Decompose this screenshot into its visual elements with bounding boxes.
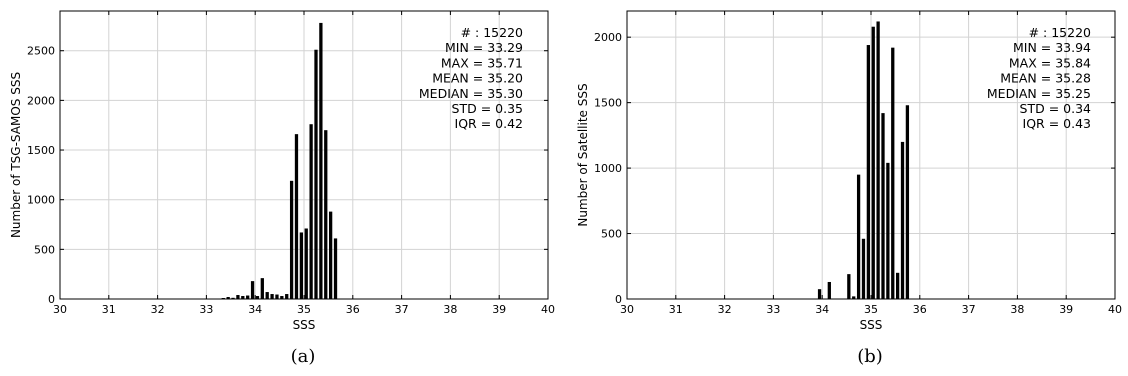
histogram-bar (285, 294, 289, 299)
x-tick-label: 34 (248, 303, 262, 316)
x-tick-label: 31 (102, 303, 116, 316)
x-tick-label: 36 (913, 303, 927, 316)
histogram-bar (275, 294, 279, 299)
histogram-bar (289, 180, 294, 299)
histogram-bar (876, 21, 880, 300)
histogram-bar (319, 22, 323, 300)
x-tick-label: 40 (1108, 303, 1122, 316)
x-tick-label: 31 (669, 303, 683, 316)
y-tick-label: 1500 (594, 97, 622, 110)
histogram-bar (861, 238, 866, 299)
histogram-bar (250, 281, 255, 299)
y-tick-label: 1000 (594, 162, 622, 175)
x-tick-label: 36 (346, 303, 360, 316)
y-tick-label: 2000 (27, 94, 55, 107)
histogram-bar (866, 45, 870, 299)
stats-line: IQR = 0.43 (1023, 116, 1091, 131)
histogram-bar (847, 274, 851, 299)
y-tick-label: 0 (48, 293, 55, 306)
chart-panel-a: 30 31 32 33 34 35 36 37 38 39 40 0 500 1000 1500 2000 25… (9, 10, 555, 367)
histogram-bar (280, 296, 284, 299)
x-tick-label: 38 (1010, 303, 1024, 316)
x-tick-label: 39 (492, 303, 506, 316)
histogram-bar (871, 26, 875, 299)
x-tick-label: 39 (1059, 303, 1073, 316)
y-axis-label: Number of Satellite SSS (576, 83, 590, 226)
stats-line: MEDIAN = 35.25 (987, 86, 1091, 101)
panel-caption: (b) (857, 346, 883, 367)
stats-line: MAX = 35.71 (441, 55, 523, 70)
histogram-bar (856, 174, 861, 299)
stats-line: STD = 0.35 (452, 101, 523, 116)
histogram-bar (817, 289, 822, 299)
histogram-bar (231, 297, 235, 299)
histogram-bar (265, 292, 269, 299)
x-tick-label: 32 (151, 303, 165, 316)
histogram-bar (270, 294, 274, 299)
y-tick-label: 2500 (27, 45, 55, 58)
y-axis-label: Number of TSG-SAMOS SSS (9, 72, 23, 238)
y-tick-label: 1000 (27, 194, 55, 207)
histogram-bar (886, 162, 890, 299)
chart-panel-b: 30 31 32 33 34 35 36 37 38 39 40 0 500 1000 1500 2000 SS… (576, 10, 1122, 367)
x-tick-label: 33 (199, 303, 213, 316)
histogram-bar (333, 238, 338, 299)
histogram-bar (299, 232, 303, 299)
histogram-bar (294, 134, 299, 299)
histogram-bar (304, 228, 308, 299)
stats-line: IQR = 0.42 (455, 116, 523, 131)
histogram-bar (905, 105, 910, 299)
histogram-bar (309, 124, 313, 299)
x-tick-label: 33 (766, 303, 780, 316)
x-tick-label: 30 (53, 303, 67, 316)
histogram-bar (236, 295, 240, 299)
histogram-bar (827, 281, 831, 299)
histogram-bar (241, 296, 245, 299)
x-tick-label: 32 (718, 303, 732, 316)
x-tick-label: 37 (962, 303, 976, 316)
histogram-bar (314, 49, 318, 299)
histogram-bar (260, 278, 264, 299)
histogram-bar (329, 211, 333, 299)
histogram-bar (896, 272, 900, 299)
stats-line: MEAN = 35.20 (432, 71, 523, 86)
y-tick-label: 2000 (594, 31, 622, 44)
histogram-bar (324, 130, 328, 299)
panel-caption: (a) (291, 346, 316, 367)
y-tick-label: 500 (601, 228, 622, 241)
histogram-bar (900, 141, 905, 299)
histogram-bar (852, 296, 856, 299)
x-axis-label: SSS (293, 318, 316, 332)
histogram-bar (246, 295, 250, 299)
stats-line: MIN = 33.94 (1013, 40, 1091, 55)
stats-line: MIN = 33.29 (445, 40, 523, 55)
histogram-bar (255, 296, 260, 299)
x-tick-label: 37 (395, 303, 409, 316)
stats-line: MAX = 35.84 (1009, 55, 1091, 70)
x-tick-label: 40 (541, 303, 555, 316)
histogram-bar (891, 47, 895, 300)
x-tick-label: 38 (443, 303, 457, 316)
y-tick-label: 500 (34, 243, 55, 256)
stats-line: MEAN = 35.28 (1000, 71, 1091, 86)
y-tick-label: 1500 (27, 144, 55, 157)
stats-line: # : 15220 (461, 25, 523, 40)
stats-line: STD = 0.34 (1020, 101, 1091, 116)
x-axis-label: SSS (860, 318, 883, 332)
x-tick-label: 34 (815, 303, 829, 316)
x-tick-label: 30 (620, 303, 634, 316)
stats-line: # : 15220 (1029, 25, 1091, 40)
stats-line: MEDIAN = 35.30 (419, 86, 523, 101)
x-tick-label: 35 (297, 303, 311, 316)
histogram-bar (226, 297, 230, 299)
y-tick-label: 0 (615, 293, 622, 306)
histogram-bar (881, 113, 885, 299)
x-tick-label: 35 (864, 303, 878, 316)
